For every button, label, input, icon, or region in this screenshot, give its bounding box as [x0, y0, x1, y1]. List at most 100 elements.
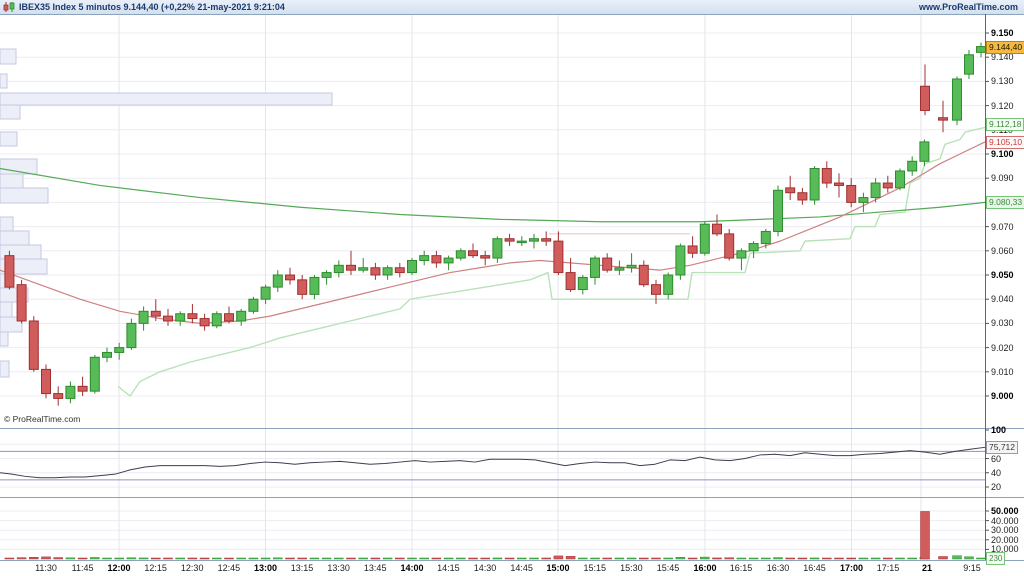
time-axis-label: 13:15: [290, 563, 314, 573]
volume-bar: [41, 556, 51, 560]
volume-profile-bar: [0, 316, 23, 333]
candle-body: [321, 272, 332, 278]
volume-bar: [431, 557, 442, 560]
candle-body: [114, 347, 125, 353]
price-axis-label: 9.000: [991, 391, 1014, 401]
time-axis-label: 17:15: [876, 563, 900, 573]
time-axis-label: 15:45: [656, 563, 680, 573]
candle-body: [77, 385, 88, 392]
candle-body: [577, 276, 588, 291]
time-axis-label: 11:45: [71, 563, 94, 573]
price-axis-label: 9.020: [991, 342, 1014, 353]
volume-bar: [797, 557, 808, 560]
price-axis-label: 9.090: [991, 173, 1014, 184]
candle-body: [138, 310, 149, 324]
volume-bar: [809, 557, 820, 560]
price-axis-label: 9.040: [991, 294, 1014, 305]
time-axis-label: 11:30: [35, 563, 57, 573]
volume-bar: [443, 557, 454, 560]
candle-body: [858, 197, 869, 203]
volume-bar: [114, 557, 124, 560]
volume-bar: [639, 557, 649, 560]
volume-profile-bar: [0, 73, 8, 89]
time-axis-label: 13:45: [363, 563, 387, 573]
candle-body: [224, 313, 234, 322]
volume-bar: [700, 556, 710, 560]
candle-body: [952, 78, 962, 121]
candle-body: [248, 298, 259, 312]
candle-body: [260, 286, 271, 300]
volume-bar: [456, 557, 466, 560]
volume-bar: [163, 557, 173, 560]
candle-body: [126, 322, 137, 349]
candle-body: [846, 184, 857, 203]
candle-body: [964, 54, 974, 75]
volume-bar: [492, 557, 503, 560]
candle-body: [626, 264, 637, 269]
candle-body: [468, 250, 478, 257]
candle-body: [834, 182, 844, 186]
trailing-stop-value-label: 9.112,18: [986, 118, 1024, 132]
candle-body: [53, 393, 64, 399]
candle-body: [541, 238, 552, 242]
volume-bar: [590, 557, 600, 560]
time-axis-label: 12:00: [107, 563, 131, 573]
candle-body: [394, 267, 405, 274]
volume-axis-label: 50.000: [991, 506, 1019, 516]
instrument-title: IBEX35 Index 5 minutos 9.144,40 (+0,22% …: [19, 2, 285, 12]
candle-body: [333, 264, 344, 274]
candle-body: [504, 238, 515, 242]
ma-fast-line: [0, 141, 986, 324]
volume-bar: [395, 557, 405, 560]
volume-bar: [151, 557, 161, 560]
volume-profile-bar: [0, 92, 333, 106]
rsi-axis-label: 60: [991, 453, 1002, 464]
volume-bar: [895, 557, 905, 560]
candle-body: [455, 250, 466, 259]
volume-profile-bar: [0, 173, 24, 189]
candle-body: [976, 46, 986, 53]
website-link[interactable]: www.ProRealTime.com: [918, 2, 1018, 12]
volume-bar: [321, 557, 332, 560]
ma-slow-value-label: 9.080,33: [986, 195, 1024, 209]
volume-bar: [834, 557, 844, 560]
watermark: © ProRealTime.com: [4, 414, 81, 424]
time-axis-label: 13:00: [253, 563, 278, 573]
candle-body: [663, 274, 674, 295]
volume-profile-bar: [0, 230, 30, 246]
volume-bar: [346, 557, 356, 560]
volume-bar: [126, 557, 137, 560]
price-axis-label: 9.100: [991, 149, 1014, 159]
volume-bar: [651, 557, 661, 560]
candle-body: [211, 313, 222, 327]
candlestick-logo-icon: [3, 2, 15, 12]
candle-body: [919, 141, 930, 162]
volume-bar: [952, 555, 962, 560]
volume-bar: [883, 557, 893, 560]
volume-bar: [964, 556, 974, 560]
candle-body: [529, 238, 539, 242]
time-axis-label: 14:15: [437, 563, 460, 573]
candle-body: [895, 170, 905, 189]
candle-body: [785, 187, 796, 194]
candle-body: [297, 279, 308, 295]
volume-bar: [724, 557, 734, 560]
candle-body: [773, 189, 783, 232]
volume-bar: [578, 557, 588, 560]
candle-body: [760, 230, 771, 245]
candle-body: [480, 255, 491, 259]
volume-bar: [822, 557, 832, 560]
candle-body: [163, 315, 173, 322]
candle-body: [419, 255, 430, 261]
price-axis-label: 9.120: [991, 100, 1014, 111]
price-axis-label: 9.070: [991, 221, 1014, 232]
price-axis-label: 9.030: [991, 318, 1014, 329]
volume-profile-bar: [0, 187, 49, 204]
candle-body: [285, 274, 295, 281]
time-axis-label: 15:30: [620, 563, 643, 573]
candle-body: [65, 385, 76, 399]
candle-body: [370, 267, 381, 276]
volume-bar: [309, 557, 320, 560]
